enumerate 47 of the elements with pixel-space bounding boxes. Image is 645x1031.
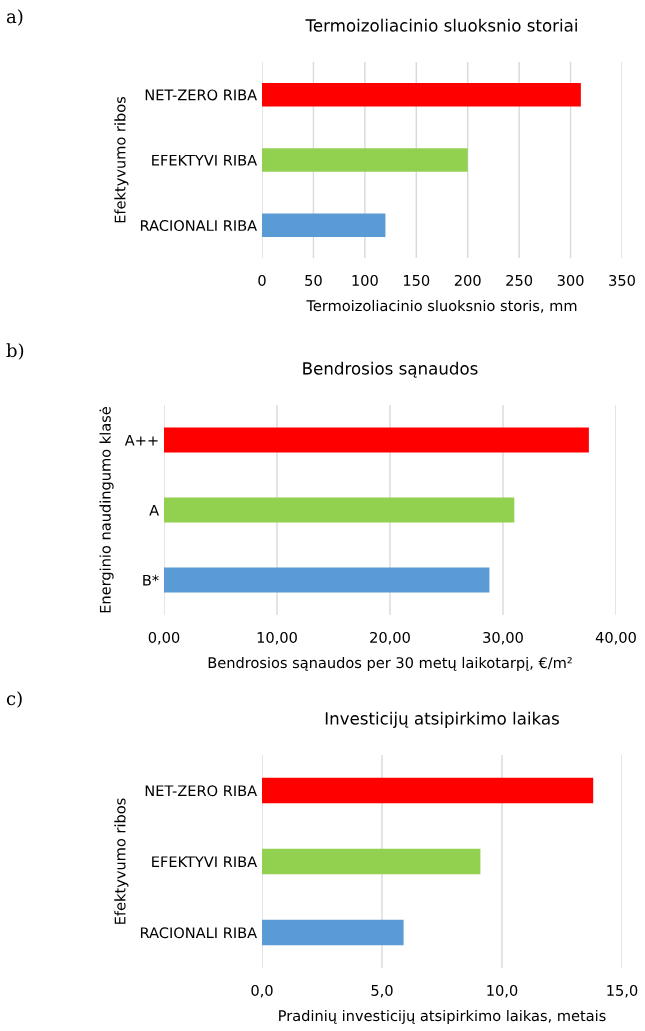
y-tick-label: A <box>149 504 160 516</box>
x-tick-label: 15,0 <box>607 984 638 998</box>
x-tick-label: 40,00 <box>595 631 636 645</box>
x-axis-title: Termoizoliacinio sluoksnio storis, mm <box>306 299 577 313</box>
y-tick-label: B* <box>143 574 159 586</box>
y-tick-label: EFEKTYVI RIBA <box>152 856 258 868</box>
x-tick-label: 10,00 <box>257 631 297 645</box>
text: a) <box>6 9 23 26</box>
bar <box>262 848 481 875</box>
x-tick-label: 250 <box>506 274 533 286</box>
bar <box>262 213 386 238</box>
x-tick-label: 10,0 <box>487 984 518 998</box>
text: b) <box>6 343 24 360</box>
bar <box>262 919 404 946</box>
x-axis-title: Bendrosios sąnaudos per 30 metų laikotarpį, €/m² <box>208 656 572 672</box>
chart-title: Investicijų atsipirkimo laikas <box>325 711 559 728</box>
y-tick-label: NET-ZERO RIBA <box>145 89 258 101</box>
x-tick-label: 0 <box>258 274 266 286</box>
y-tick-label: RACIONALI RIBA <box>140 220 258 232</box>
bar <box>164 567 490 593</box>
x-tick-label: 350 <box>609 274 635 286</box>
y-tick-label: A++ <box>124 434 158 446</box>
y-axis-title: Energinio naudingumo klasė <box>99 406 114 613</box>
chart-title: Termoizoliacinio sluoksnio storiai <box>305 18 577 32</box>
bar <box>262 148 468 172</box>
x-tick-label: 100 <box>352 274 378 286</box>
bar <box>164 427 589 453</box>
chart-title: Bendrosios sąnaudos <box>303 361 478 378</box>
x-tick-label: 30,00 <box>483 631 523 645</box>
bar <box>262 777 594 804</box>
x-tick-label: 150 <box>403 274 430 286</box>
bar <box>262 82 581 107</box>
y-axis-title: Efektyvumo ribos <box>114 798 129 924</box>
x-tick-label: 20,00 <box>370 631 410 645</box>
bar <box>164 497 515 523</box>
x-tick-label: 200 <box>454 274 481 286</box>
y-axis-title: Efektyvumo ribos <box>114 96 129 223</box>
text: c) <box>6 691 22 708</box>
y-tick-label: NET-ZERO RIBA <box>145 785 258 797</box>
x-tick-label: 5,0 <box>371 984 393 998</box>
y-tick-label: RACIONALI RIBA <box>140 927 258 939</box>
x-axis-title: Pradinių investicijų atsipirkimo laikas, metais <box>279 1009 606 1025</box>
x-tick-label: 300 <box>557 274 584 286</box>
x-tick-label: 50 <box>305 274 322 286</box>
x-tick-label: 0,0 <box>251 984 273 998</box>
x-tick-label: 0,00 <box>148 631 180 645</box>
y-tick-label: EFEKTYVI RIBA <box>152 154 258 166</box>
